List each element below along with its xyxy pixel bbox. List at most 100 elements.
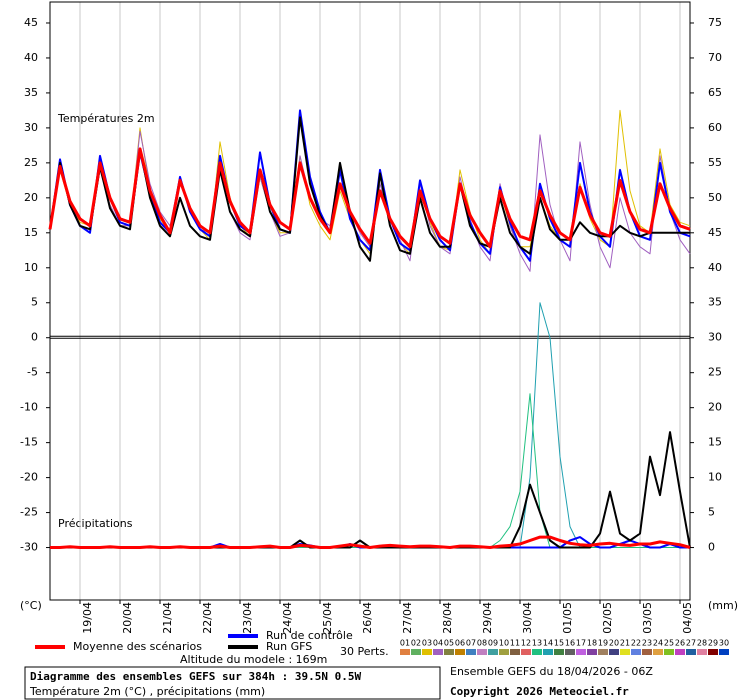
- y2-tick-label: 55: [708, 156, 722, 169]
- perturbation-swatch: [554, 649, 564, 655]
- perturbation-label: 12: [521, 639, 531, 648]
- perturbation-label: 27: [686, 639, 696, 648]
- perturbation-swatch: [422, 649, 432, 655]
- perturbation-label: 25: [664, 639, 674, 648]
- perturbation-swatch: [455, 649, 465, 655]
- title-box: [24, 666, 441, 700]
- y2-tick-label: 70: [708, 51, 722, 64]
- perturbation-label: 02: [411, 639, 421, 648]
- y-tick-label: -25: [20, 506, 38, 519]
- y2-tick-label: 35: [708, 296, 722, 309]
- y2-tick-label: 75: [708, 16, 722, 29]
- perturbation-swatch: [598, 649, 608, 655]
- y2-tick-label: 30: [708, 331, 722, 344]
- perturbation-label: 18: [587, 639, 597, 648]
- x-tick-label: 27/04: [401, 602, 414, 634]
- run-info: Ensemble GEFS du 18/04/2026 - 06Z: [450, 665, 653, 678]
- perturbations-label: 30 Perts.: [340, 645, 389, 658]
- perturbation-swatch: [488, 649, 498, 655]
- plot-frame: [49, 1, 691, 601]
- y-tick-label: 25: [24, 156, 38, 169]
- legend-label: Run de contrôle: [266, 629, 353, 642]
- perturbation-swatch: [587, 649, 597, 655]
- y-tick-label: -10: [20, 401, 38, 414]
- y-tick-label: 40: [24, 51, 38, 64]
- x-tick-label: 23/04: [241, 602, 254, 634]
- perturbation-label: 30: [719, 639, 729, 648]
- x-tick-label: 26/04: [361, 602, 374, 634]
- perturbation-label: 13: [532, 639, 542, 648]
- series-line: [50, 535, 691, 549]
- perturbation-label: 20: [609, 639, 619, 648]
- y2-axis-label: (mm): [708, 599, 738, 612]
- perturbation-swatch: [708, 649, 718, 655]
- perturbation-swatch: [543, 649, 553, 655]
- y-tick-label: 0: [31, 331, 38, 344]
- x-tick-label: 22/04: [201, 602, 214, 634]
- perturbation-label: 22: [631, 639, 641, 648]
- y2-tick-label: 5: [708, 506, 715, 519]
- perturbation-label: 11: [510, 639, 520, 648]
- y2-tick-label: 50: [708, 191, 722, 204]
- x-tick-label: 25/04: [321, 602, 334, 634]
- perturbation-swatch: [631, 649, 641, 655]
- x-tick-label: 24/04: [281, 602, 294, 634]
- perturbation-swatch: [620, 649, 630, 655]
- panel-label: Précipitations: [58, 517, 133, 530]
- series-line: [49, 116, 690, 262]
- x-tick-label: 19/04: [81, 602, 94, 634]
- y-tick-label: -5: [27, 366, 38, 379]
- perturbation-swatch: [686, 649, 696, 655]
- series-line: [48, 147, 691, 249]
- y2-tick-label: 10: [708, 471, 722, 484]
- perturbation-label: 17: [576, 639, 586, 648]
- legend-label: Run GFS: [266, 640, 312, 653]
- x-tick-label: 01/05: [561, 602, 574, 634]
- y-tick-label: 20: [24, 191, 38, 204]
- perturbation-swatch: [653, 649, 663, 655]
- y-tick-label: 45: [24, 16, 38, 29]
- perturbation-label: 09: [488, 639, 498, 648]
- perturbation-swatch: [466, 649, 476, 655]
- perturbation-swatch: [444, 649, 454, 655]
- x-tick-label: 29/04: [481, 602, 494, 634]
- perturbation-swatch: [532, 649, 542, 655]
- perturbation-swatch: [642, 649, 652, 655]
- perturbation-swatch: [675, 649, 685, 655]
- altitude: Altitude du modele : 169m: [180, 653, 327, 666]
- perturbation-label: 29: [708, 639, 718, 648]
- perturbation-label: 15: [554, 639, 564, 648]
- perturbation-label: 19: [598, 639, 608, 648]
- perturbation-label: 06: [455, 639, 465, 648]
- y2-tick-label: 45: [708, 226, 722, 239]
- perturbation-swatch: [411, 649, 421, 655]
- perturbation-label: 08: [477, 639, 487, 648]
- y-tick-label: 35: [24, 86, 38, 99]
- perturbation-label: 03: [422, 639, 432, 648]
- perturbation-swatch: [477, 649, 487, 655]
- perturbation-swatch: [609, 649, 619, 655]
- perturbation-label: 28: [697, 639, 707, 648]
- y-axis-label: (°C): [20, 599, 42, 612]
- x-tick-label: 04/05: [681, 602, 694, 634]
- y2-tick-label: 20: [708, 401, 722, 414]
- perturbation-swatch: [510, 649, 520, 655]
- x-tick-label: 03/05: [641, 602, 654, 634]
- x-tick-label: 21/04: [161, 602, 174, 634]
- perturbation-label: 24: [653, 639, 663, 648]
- x-tick-label: 30/04: [521, 602, 534, 634]
- y-tick-label: 30: [24, 121, 38, 134]
- y2-tick-label: 15: [708, 436, 722, 449]
- y-tick-label: 15: [24, 226, 38, 239]
- perturbation-swatch: [719, 649, 729, 655]
- x-tick-label: 20/04: [121, 602, 134, 634]
- perturbation-label: 01: [400, 639, 410, 648]
- y2-tick-label: 60: [708, 121, 722, 134]
- perturbation-label: 07: [466, 639, 476, 648]
- perturbation-swatch: [521, 649, 531, 655]
- y-tick-label: -20: [20, 471, 38, 484]
- perturbation-label: 23: [642, 639, 652, 648]
- x-tick-label: 02/05: [601, 602, 614, 634]
